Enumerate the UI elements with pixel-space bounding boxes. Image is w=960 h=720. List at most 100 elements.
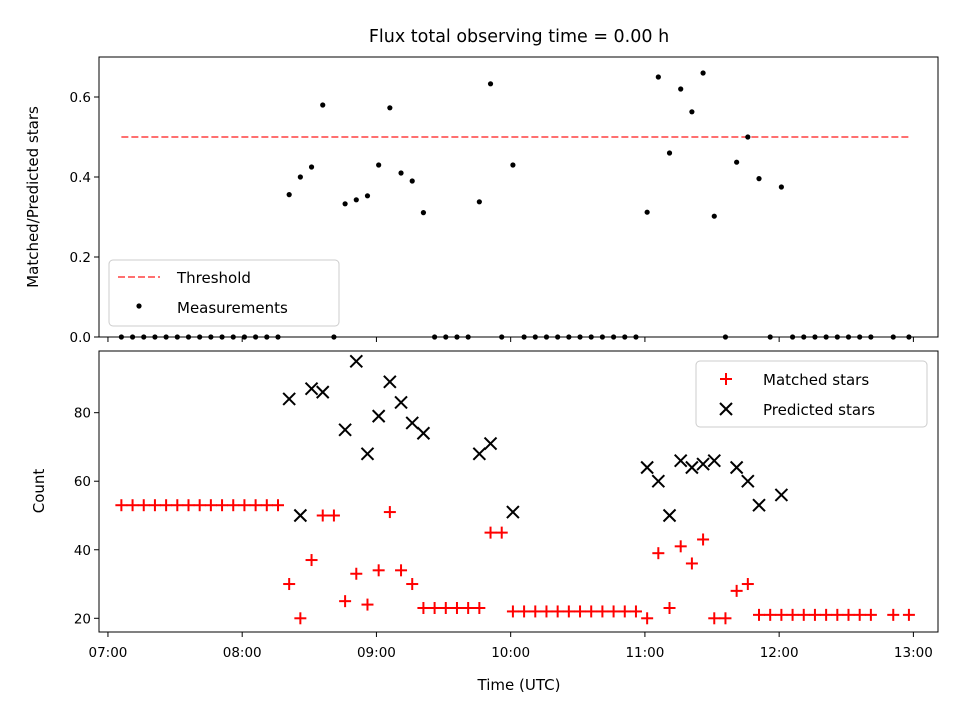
matched-star-point bbox=[238, 499, 251, 512]
predicted-star-point bbox=[304, 381, 319, 396]
matched-star-point bbox=[271, 499, 284, 512]
predicted-star-point bbox=[371, 409, 386, 423]
matched-star-point bbox=[842, 608, 855, 621]
matched-star-point bbox=[562, 605, 575, 618]
predicted-star-point bbox=[685, 460, 699, 475]
matched-star-point bbox=[473, 602, 486, 615]
matched-star-point bbox=[294, 612, 307, 625]
measurement-point bbox=[476, 199, 482, 205]
matched-star-point bbox=[853, 608, 866, 621]
predicted-star-point bbox=[360, 447, 375, 461]
matched-star-point bbox=[361, 598, 374, 611]
matched-star-point bbox=[316, 509, 329, 522]
matched-star-point bbox=[764, 608, 777, 621]
x-tick-label: 09:00 bbox=[357, 645, 396, 661]
predicted-star-point bbox=[707, 453, 721, 468]
measurement-point bbox=[297, 174, 303, 180]
matched-star-point bbox=[585, 605, 598, 618]
matched-star-point bbox=[753, 608, 766, 621]
matched-star-point bbox=[808, 608, 821, 621]
matched-star-point bbox=[327, 509, 340, 522]
matched-star-point bbox=[607, 605, 620, 618]
matched-star-point bbox=[171, 499, 184, 512]
x-tick-label: 11:00 bbox=[625, 645, 664, 661]
predicted-star-point bbox=[662, 508, 677, 523]
matched-star-point bbox=[283, 578, 296, 591]
measurement-point bbox=[756, 176, 762, 182]
predicted-star-point bbox=[729, 460, 744, 475]
matched-star-point bbox=[450, 602, 463, 615]
measurement-point bbox=[320, 102, 326, 108]
measurement-point bbox=[308, 164, 315, 170]
measurement-point bbox=[398, 170, 404, 176]
matched-star-point bbox=[350, 567, 363, 580]
matched-star-point bbox=[484, 526, 497, 539]
top-y-tick-label: 0.2 bbox=[70, 250, 91, 266]
legend-matched-swatch bbox=[720, 373, 732, 385]
matched-star-point bbox=[529, 605, 542, 618]
legend-measurements-swatch bbox=[136, 303, 142, 309]
matched-star-point bbox=[574, 605, 587, 618]
matched-star-point bbox=[652, 547, 665, 560]
measurement-point bbox=[364, 193, 371, 199]
matched-star-point bbox=[786, 608, 799, 621]
bottom-plot-area bbox=[115, 354, 915, 625]
matched-star-point bbox=[719, 612, 732, 625]
matched-star-point bbox=[831, 608, 844, 621]
chart-title: Flux total observing time = 0.00 h bbox=[369, 27, 669, 47]
top-y-ticks: 0.0 0.2 0.4 0.6 bbox=[70, 90, 99, 346]
matched-star-point bbox=[708, 612, 721, 625]
predicted-star-point bbox=[316, 385, 330, 399]
matched-star-point bbox=[629, 605, 642, 618]
matched-star-point bbox=[137, 499, 150, 512]
x-tick-label: 08:00 bbox=[223, 645, 262, 661]
bottom-panel: Count Time (UTC) 20 40 60 80 07:00 08:00 09:0… bbox=[30, 350, 939, 694]
predicted-star-point bbox=[774, 488, 789, 502]
matched-star-point bbox=[697, 533, 710, 546]
matched-star-point bbox=[462, 602, 475, 615]
predicted-star-point bbox=[282, 392, 296, 406]
measurement-point bbox=[409, 178, 415, 184]
measurement-point bbox=[778, 184, 784, 190]
matched-star-point bbox=[730, 584, 743, 597]
predicted-star-point bbox=[349, 354, 364, 368]
predicted-star-point bbox=[416, 426, 431, 440]
legend-predicted-swatch bbox=[719, 402, 733, 416]
predicted-star-point bbox=[752, 498, 766, 512]
predicted-star-point bbox=[640, 460, 654, 475]
matched-star-point bbox=[160, 499, 173, 512]
measurement-point bbox=[387, 105, 393, 111]
matched-star-point bbox=[674, 540, 687, 553]
matched-star-point bbox=[518, 605, 531, 618]
matched-star-point bbox=[193, 499, 206, 512]
predicted-star-point bbox=[651, 474, 666, 488]
measurement-point bbox=[700, 70, 706, 76]
measurement-point bbox=[342, 201, 348, 207]
matched-star-point bbox=[540, 605, 553, 618]
matched-star-point bbox=[775, 608, 788, 621]
matched-star-point bbox=[305, 554, 318, 567]
predicted-star-point bbox=[741, 474, 755, 488]
x-tick-label: 12:00 bbox=[760, 645, 799, 661]
measurement-point bbox=[487, 81, 494, 87]
top-y-tick-label: 0.4 bbox=[70, 170, 91, 186]
matched-star-point bbox=[227, 499, 240, 512]
matched-star-point bbox=[797, 608, 810, 621]
x-tick-label: 13:00 bbox=[894, 645, 933, 661]
measurement-point bbox=[734, 159, 740, 165]
predicted-star-point bbox=[696, 457, 710, 471]
matched-star-point bbox=[428, 602, 441, 615]
measurement-point bbox=[666, 150, 673, 156]
measurement-point bbox=[745, 134, 751, 140]
matched-star-point bbox=[406, 578, 419, 591]
predicted-star-point bbox=[472, 447, 487, 461]
legend-measurements-label: Measurements bbox=[177, 299, 288, 317]
matched-star-point bbox=[204, 499, 217, 512]
matched-star-point bbox=[551, 605, 564, 618]
predicted-star-point bbox=[673, 453, 688, 468]
matched-star-point bbox=[126, 499, 139, 512]
bottom-y-tick-label: 20 bbox=[74, 611, 91, 627]
top-panel: Flux total observing time = 0.00 h Match… bbox=[24, 27, 939, 346]
